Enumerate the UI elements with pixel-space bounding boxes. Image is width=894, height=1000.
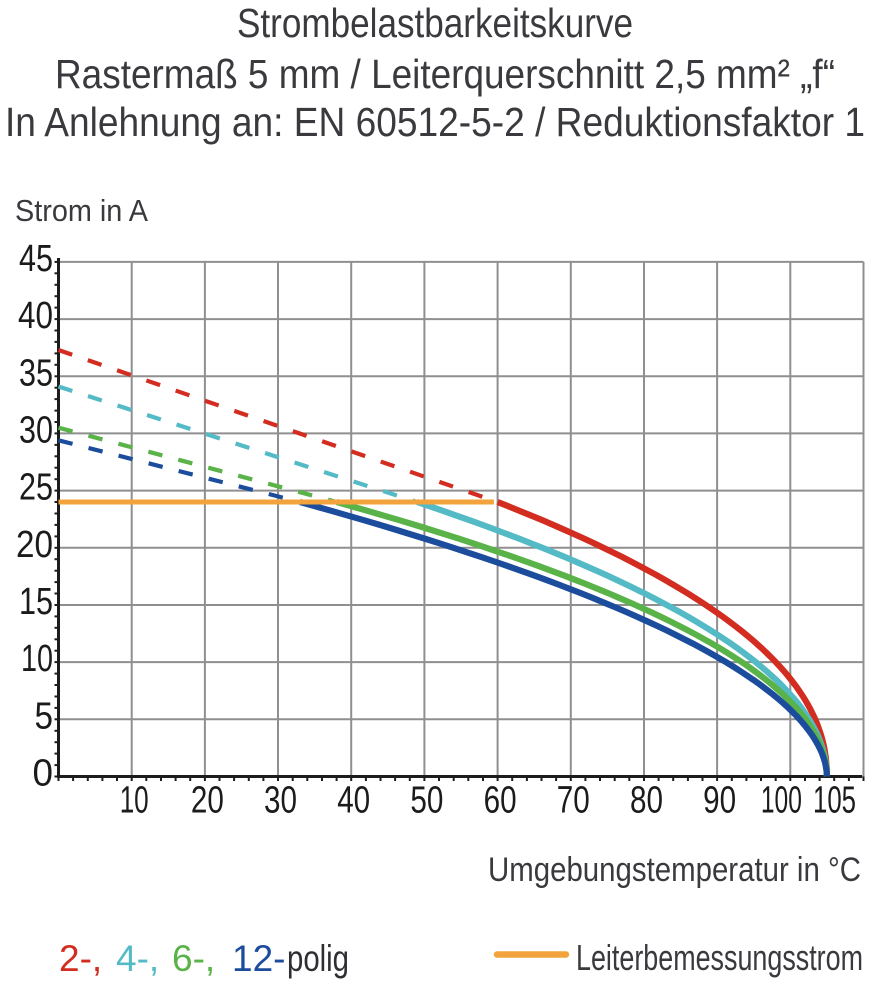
svg-text:5: 5 [35, 695, 54, 737]
svg-text:Strom in A: Strom in A [15, 193, 148, 228]
svg-text:0: 0 [33, 753, 54, 795]
svg-text:50: 50 [410, 780, 443, 822]
svg-text:90: 90 [703, 780, 736, 822]
svg-text:2-,: 2-, [59, 938, 102, 979]
svg-text:40: 40 [18, 295, 53, 337]
svg-text:6-,: 6-, [172, 938, 215, 979]
svg-text:45: 45 [19, 238, 53, 280]
svg-text:polig: polig [287, 938, 349, 979]
svg-text:20: 20 [191, 780, 224, 822]
svg-text:30: 30 [19, 409, 53, 451]
svg-text:Strombelastbarkeitskurve: Strombelastbarkeitskurve [237, 0, 633, 46]
svg-text:Leiterbemessungsstrom: Leiterbemessungsstrom [576, 937, 863, 978]
svg-text:40: 40 [337, 780, 370, 822]
svg-text:100: 100 [761, 780, 802, 822]
svg-text:Rastermaß 5 mm / Leiterquersch: Rastermaß 5 mm / Leiterquerschnitt 2,5 m… [55, 51, 835, 97]
svg-text:20: 20 [16, 524, 53, 566]
svg-text:15: 15 [19, 581, 53, 623]
svg-text:12-: 12- [232, 938, 285, 979]
svg-text:25: 25 [19, 467, 53, 509]
svg-text:105: 105 [813, 780, 856, 822]
svg-text:10: 10 [21, 638, 53, 680]
svg-text:80: 80 [630, 780, 663, 822]
svg-text:60: 60 [484, 780, 517, 822]
svg-text:70: 70 [557, 780, 590, 822]
svg-text:35: 35 [19, 352, 53, 394]
svg-text:4-,: 4-, [116, 938, 159, 979]
svg-text:10: 10 [120, 780, 149, 822]
svg-text:30: 30 [264, 780, 297, 822]
svg-text:Umgebungstemperatur in °C: Umgebungstemperatur in °C [488, 851, 861, 889]
svg-text:In Anlehnung an: EN 60512-5-2: In Anlehnung an: EN 60512-5-2 / Reduktio… [5, 99, 865, 145]
